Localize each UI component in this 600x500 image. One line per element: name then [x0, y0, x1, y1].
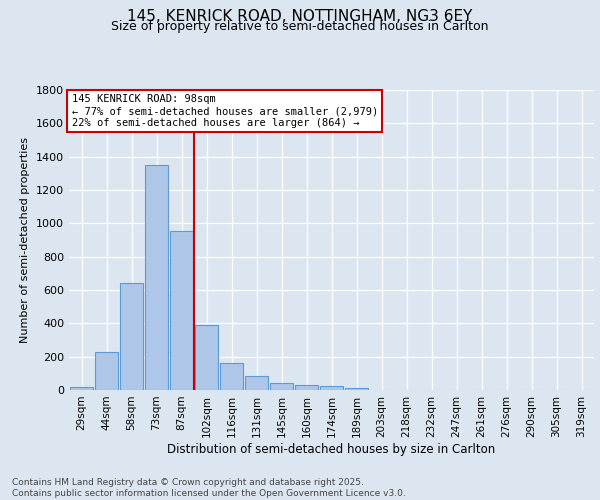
Bar	[320, 386, 343, 390]
Y-axis label: Number of semi-detached properties: Number of semi-detached properties	[20, 137, 31, 343]
Bar	[195, 325, 218, 390]
Bar	[245, 376, 268, 390]
Bar	[145, 165, 168, 390]
Bar	[170, 231, 193, 390]
Text: Contains HM Land Registry data © Crown copyright and database right 2025.
Contai: Contains HM Land Registry data © Crown c…	[12, 478, 406, 498]
Bar	[295, 385, 318, 390]
Text: Size of property relative to semi-detached houses in Carlton: Size of property relative to semi-detach…	[111, 20, 489, 33]
Bar	[345, 388, 368, 390]
Bar	[220, 362, 243, 390]
X-axis label: Distribution of semi-detached houses by size in Carlton: Distribution of semi-detached houses by …	[167, 442, 496, 456]
Bar	[120, 282, 143, 390]
Text: 145, KENRICK ROAD, NOTTINGHAM, NG3 6EY: 145, KENRICK ROAD, NOTTINGHAM, NG3 6EY	[127, 9, 473, 24]
Bar	[270, 382, 293, 390]
Text: 145 KENRICK ROAD: 98sqm
← 77% of semi-detached houses are smaller (2,979)
22% of: 145 KENRICK ROAD: 98sqm ← 77% of semi-de…	[71, 94, 378, 128]
Bar	[70, 386, 93, 390]
Bar	[95, 352, 118, 390]
